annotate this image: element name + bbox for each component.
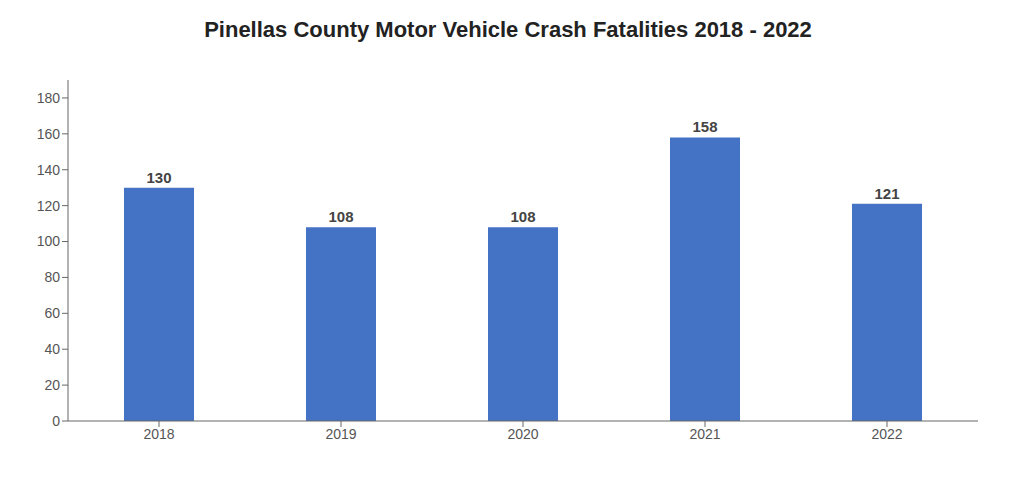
svg-text:2019: 2019 — [325, 426, 356, 442]
svg-text:140: 140 — [37, 162, 61, 178]
svg-text:2021: 2021 — [689, 426, 720, 442]
html-text:Pinellas County Motor Vehicle: Pinellas County Motor Vehicle Crash Fata… — [204, 17, 812, 42]
svg-text:108: 108 — [510, 208, 535, 225]
svg-text:2018: 2018 — [143, 426, 174, 442]
svg-text:130: 130 — [146, 169, 171, 186]
svg-text:100: 100 — [37, 233, 61, 249]
svg-text:160: 160 — [37, 126, 61, 142]
svg-text:60: 60 — [44, 305, 60, 321]
svg-text:2022: 2022 — [871, 426, 902, 442]
svg-text:0: 0 — [52, 413, 60, 429]
svg-text:180: 180 — [37, 90, 61, 106]
svg-text:40: 40 — [44, 341, 60, 357]
svg-text:108: 108 — [328, 208, 353, 225]
svg-text:80: 80 — [44, 269, 60, 285]
svg-text:121: 121 — [874, 185, 899, 202]
svg-text:2020: 2020 — [507, 426, 538, 442]
svg-text:120: 120 — [37, 198, 61, 214]
svg-text:20: 20 — [44, 377, 60, 393]
svg-text:158: 158 — [692, 118, 717, 135]
